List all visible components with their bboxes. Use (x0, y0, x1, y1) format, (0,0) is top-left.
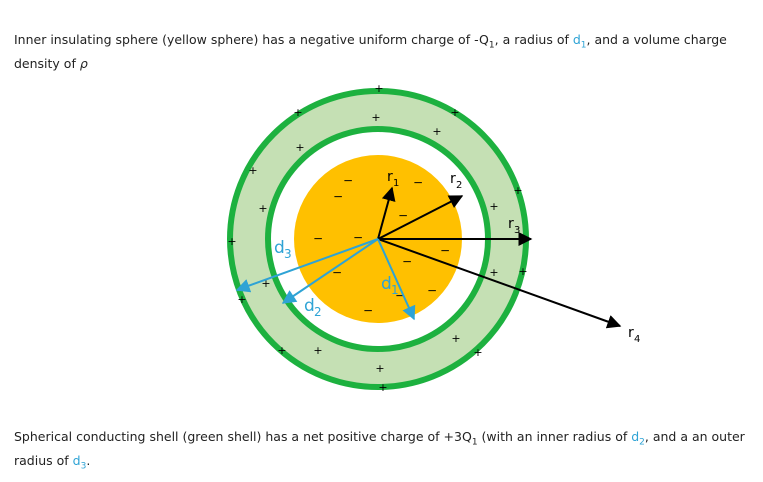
minus-charge: − (343, 174, 353, 188)
top-caption: Inner insulating sphere (yellow sphere) … (14, 31, 749, 73)
plus-charge: + (450, 106, 459, 119)
subscript: 3 (80, 461, 87, 471)
bottom-caption: Spherical conducting shell (green shell)… (14, 428, 749, 475)
label: r (628, 325, 634, 341)
label: d (304, 296, 315, 316)
label: d (381, 274, 392, 294)
label-sub: 3 (514, 225, 520, 236)
plus-charge: + (374, 82, 383, 95)
plus-charge: + (295, 141, 304, 154)
plus-charge: + (293, 106, 302, 119)
plus-charge: + (277, 344, 286, 357)
plus-charge: + (378, 381, 387, 394)
plus-charge: + (227, 235, 236, 248)
text: Inner insulating sphere (yellow sphere) … (14, 32, 489, 47)
label-sub: 2 (456, 180, 462, 191)
symbol: d (72, 452, 81, 468)
plus-charge: + (261, 277, 270, 290)
plus-charge: + (473, 346, 482, 359)
text: . (86, 452, 91, 468)
symbol: d (572, 32, 581, 47)
subscript: 1 (580, 40, 587, 51)
subscript: 1 (471, 437, 478, 448)
arrow-r1 (377, 186, 396, 240)
label-sub: 3 (284, 247, 292, 261)
arrow-d3 (235, 238, 379, 293)
label: r (450, 171, 456, 187)
minus-charge: − (363, 304, 373, 318)
minus-charge: − (398, 209, 408, 223)
diagram: ++ + +++++++++ ++++++++ +− −−−− −−−−−−− r 1 r 2r 3… (227, 82, 640, 394)
text: (with an inner radius of (477, 429, 632, 444)
symbol: ρ (79, 55, 88, 71)
minus-charge: − (395, 289, 405, 303)
text: , and a volume charge density of (14, 32, 727, 71)
plus-charge: + (513, 184, 522, 197)
text: , and a an outer radius of (14, 429, 745, 468)
label: r (387, 169, 393, 185)
label: d (274, 238, 285, 258)
label: r (508, 216, 514, 232)
label-sub: 1 (393, 178, 399, 189)
subscript: 2 (639, 437, 645, 448)
plus-charge: + (371, 111, 380, 124)
arrow-r2 (377, 195, 464, 240)
plus-charge: + (451, 332, 460, 345)
plus-charge: + (375, 362, 384, 375)
plus-charge: + (258, 202, 267, 215)
label-sub: 1 (391, 283, 399, 297)
plus-charge: + (489, 200, 498, 213)
minus-charge: − (333, 190, 343, 204)
arrow-d1 (377, 238, 416, 321)
label-sub: 2 (314, 305, 322, 319)
plus-charge: + (432, 125, 441, 138)
minus-charge: − (413, 176, 423, 190)
plus-charge: + (237, 293, 246, 306)
symbol: d (631, 429, 640, 444)
minus-charge: − (427, 284, 437, 298)
arrow-r4 (377, 238, 622, 329)
minus-charge: − (353, 231, 363, 245)
minus-charge: − (332, 266, 342, 280)
subscript: 1 (488, 40, 495, 51)
plus-charge: + (518, 265, 527, 278)
plus-charge: + (313, 344, 322, 357)
minus-charge: − (440, 244, 450, 258)
arrow-d2 (281, 238, 379, 304)
label-sub: 4 (634, 334, 640, 345)
minus-charge: − (313, 232, 323, 246)
text: Spherical conducting shell (green shell)… (14, 429, 472, 444)
plus-charge: + (248, 164, 257, 177)
plus-charge: + (489, 266, 498, 279)
minus-charge: − (402, 255, 412, 269)
text: , a radius of (494, 32, 573, 47)
